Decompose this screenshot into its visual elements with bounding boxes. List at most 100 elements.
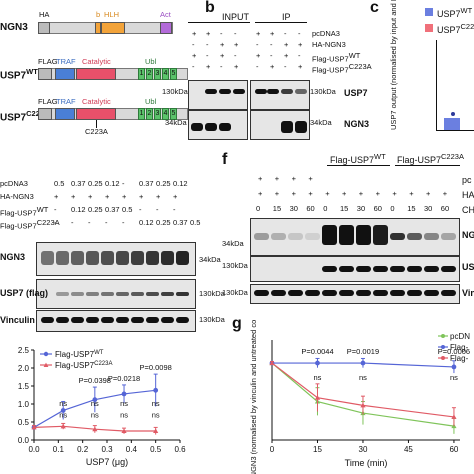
e-xtick-label: 0.6	[174, 445, 186, 454]
f-vinculin-band	[424, 290, 439, 296]
b-mark-1-4: -	[256, 40, 259, 49]
ngn3-ip-blot	[250, 110, 310, 140]
d-mark-1-5: +	[139, 192, 144, 201]
b-mark-3-7: +	[298, 62, 303, 71]
ubl-5-mut: 5	[170, 108, 177, 120]
d-ngn3-band	[146, 251, 159, 265]
usp7-blot-label: USP7	[344, 88, 368, 98]
d-mark-2-6: -	[156, 205, 159, 214]
catalytic-domain-mut	[76, 108, 116, 120]
e-xtick-label: 0.3	[101, 445, 113, 454]
g-pvalue-2: P=0.0006	[438, 347, 470, 356]
e-legend-marker-0	[43, 351, 49, 357]
b-mark-0-7: -	[298, 29, 301, 38]
ubl-2: 2	[146, 68, 153, 80]
d-mark-1-0: +	[54, 192, 59, 201]
f-right-label-pc: pc	[462, 175, 472, 185]
e-point-mut	[60, 423, 66, 429]
d-vinculin-band	[56, 317, 69, 323]
group-mut-line	[395, 165, 460, 166]
b-domain	[95, 22, 101, 34]
d-mark-0-4: -	[122, 179, 125, 188]
e-legend-label-0: Flag-USP7WT	[55, 350, 104, 359]
d-usp7-band	[101, 292, 114, 296]
f-ha-mark-2: +	[291, 189, 296, 198]
f-time-0: 0	[256, 204, 261, 213]
f-ngn3-band	[441, 233, 456, 240]
ngn3-blot-label: NGN3	[344, 119, 370, 129]
g-xlabel: Time (min)	[345, 458, 388, 468]
f-time-5: 15	[340, 204, 349, 213]
d-row-label-2: Flag-USP7WT	[0, 205, 49, 218]
d-mark-3-1: -	[71, 218, 74, 227]
d-usp7-band	[71, 292, 84, 296]
usp7-ip-blot	[250, 80, 310, 110]
d-mark-1-6: +	[156, 192, 161, 201]
f-time-2: 30	[289, 204, 298, 213]
panel-c-ylabel: USP7 output (normalised by input and NGN…	[389, 0, 398, 130]
d-usp7-band	[176, 292, 189, 296]
mw-34-b: 34kDa	[165, 118, 187, 127]
f-ngn3-band	[305, 233, 320, 240]
ubl-3: 3	[154, 68, 161, 80]
g-ylabel: NGN3 (normalised by vinculin and untreat…	[249, 320, 258, 474]
b-mark-2-0: +	[192, 51, 197, 60]
vinculin-blot-f	[250, 284, 460, 304]
e-xtick-label: 0.1	[53, 445, 65, 454]
b-mark-0-0: +	[192, 29, 197, 38]
ngn3-construct-label: NGN3	[0, 22, 28, 33]
d-ngn3-band	[71, 251, 84, 265]
flag-label-mut: FLAG	[38, 97, 58, 106]
traf-domain	[55, 68, 75, 80]
input-line	[188, 22, 250, 23]
panel-f-letter: f	[222, 151, 228, 168]
e-ytick-label: 1.0	[18, 400, 30, 409]
f-vinculin-band	[356, 290, 371, 296]
f-ngn3-band	[339, 225, 354, 245]
f-vinculin-band	[373, 290, 388, 296]
mw-130-d-1: 130kDa	[199, 289, 225, 298]
b-mark-2-5: -	[270, 51, 273, 60]
f-ha-mark-4: +	[325, 189, 330, 198]
b-mark-2-2: +	[220, 51, 225, 60]
f-ha-mark-6: +	[358, 189, 364, 198]
g-xtick-label: 30	[359, 445, 368, 454]
ngn3-input-blot	[188, 110, 248, 140]
d-ngn3-band	[86, 251, 99, 265]
d-mark-1-1: +	[71, 192, 76, 201]
flag-tag	[38, 68, 52, 80]
d-row-label-3: Flag-USP7C223A	[0, 218, 60, 231]
group-wt-line	[327, 165, 390, 166]
g-legend-marker-0	[441, 334, 445, 338]
mw-34-b-right: 34kDa	[310, 118, 332, 127]
f-ha-mark-8: +	[392, 189, 397, 198]
g-xtick-label: 60	[449, 445, 458, 454]
b-mark-3-3: +	[234, 62, 239, 71]
e-ns-top-1: ns	[91, 399, 99, 408]
g-series-line-0	[271, 362, 455, 427]
e-point-wt	[60, 408, 66, 413]
g-point	[314, 395, 321, 400]
d-ngn3-band	[41, 251, 54, 265]
d-row-label-0: pcDNA3	[0, 179, 28, 188]
f-blot-label-us: US	[462, 262, 474, 272]
mutation-label: C223A	[85, 127, 108, 136]
e-point-mut	[153, 428, 159, 433]
g-point	[315, 360, 320, 366]
f-vinculin-band	[305, 290, 320, 296]
f-usp7-band	[322, 266, 337, 272]
d-mark-1-3: +	[105, 192, 110, 201]
b-row-label-3: Flag-USP7C223A	[312, 62, 372, 75]
d-mark-1-7: +	[173, 192, 178, 201]
usp7-blot-f	[250, 256, 460, 282]
d-ngn3-band	[56, 251, 69, 265]
f-time-1: 15	[272, 204, 282, 213]
e-ytick-label: 2.0	[18, 364, 30, 373]
d-mark-0-3: 0.12	[105, 179, 120, 188]
f-ngn3-band	[288, 233, 303, 240]
usp7-flag-blot-d	[36, 279, 196, 309]
mw-130-d-2: 130kDa	[199, 315, 225, 324]
ubl-label-mut: Ubl	[145, 97, 157, 106]
e-point-mut	[121, 428, 127, 433]
e-xtick-label: 0.0	[28, 445, 40, 454]
